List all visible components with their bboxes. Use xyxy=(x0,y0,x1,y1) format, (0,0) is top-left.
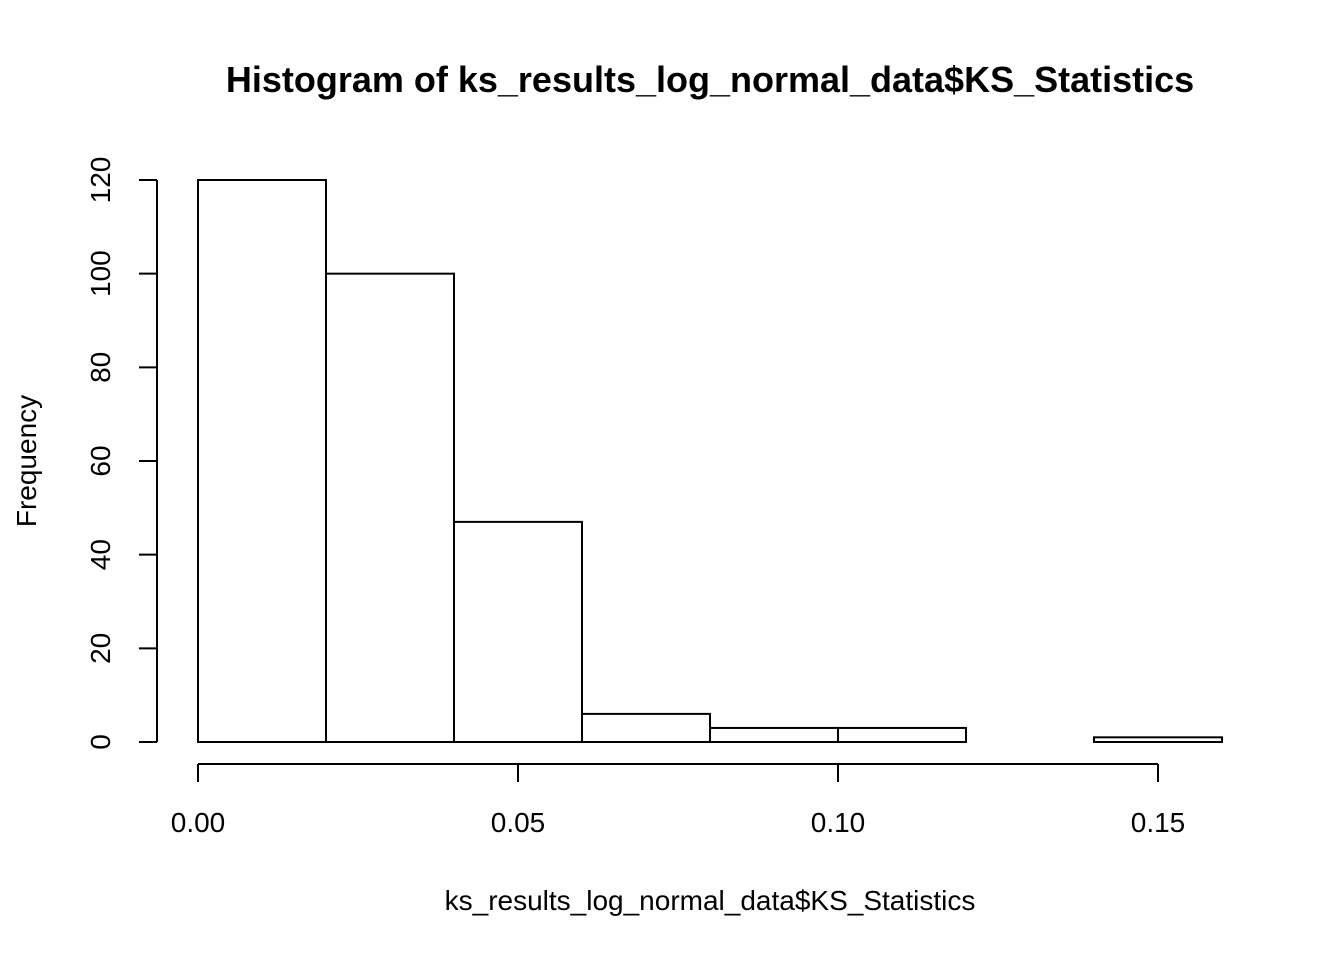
y-tick-label: 20 xyxy=(85,633,116,664)
bars-group xyxy=(197,179,1223,744)
chart-title: Histogram of ks_results_log_normal_data$… xyxy=(226,59,1194,100)
x-tick-label: 0.00 xyxy=(171,807,226,838)
histogram-bar xyxy=(709,726,839,744)
x-tick-label: 0.15 xyxy=(1131,807,1186,838)
histogram-bar xyxy=(197,179,327,743)
y-tick-label: 100 xyxy=(85,250,116,297)
y-tick-label: 120 xyxy=(85,157,116,204)
x-tick-label: 0.05 xyxy=(491,807,546,838)
x-axis: 0.00 0.05 0.10 0.15 xyxy=(171,763,1186,838)
x-axis-label: ks_results_log_normal_data$KS_Statistics xyxy=(445,885,976,916)
y-axis-label: Frequency xyxy=(11,395,42,527)
y-tick-label: 60 xyxy=(85,445,116,476)
histogram-bar xyxy=(453,520,583,744)
histogram-bar xyxy=(325,272,455,743)
histogram-bar xyxy=(581,712,711,744)
histogram-bar xyxy=(1093,736,1223,743)
y-tick-label: 80 xyxy=(85,352,116,383)
y-tick-label: 40 xyxy=(85,539,116,570)
y-tick-label: 0 xyxy=(85,734,116,750)
x-tick-label: 0.10 xyxy=(811,807,866,838)
histogram-bar xyxy=(837,726,967,744)
y-axis: 0 20 40 60 80 100 120 xyxy=(85,157,158,750)
